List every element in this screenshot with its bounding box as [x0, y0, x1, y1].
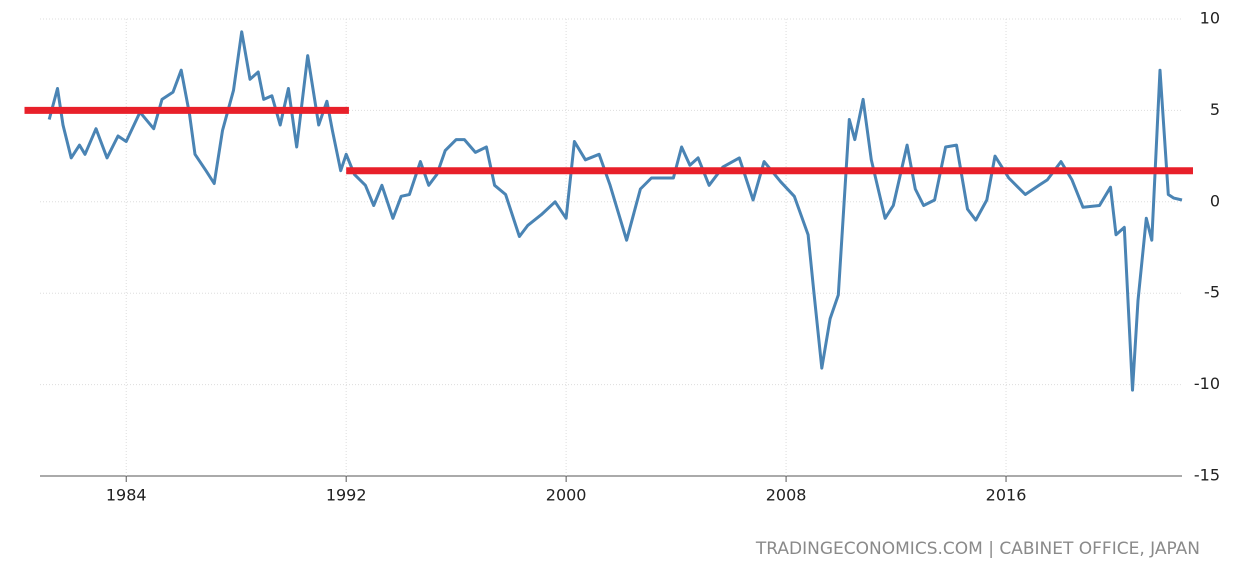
x-tick-label: 1984 — [106, 486, 147, 505]
y-tick-label: 0 — [1210, 191, 1220, 210]
y-tick-label: 5 — [1210, 100, 1220, 119]
x-tick-label: 2000 — [546, 486, 587, 505]
data-line — [47, 30, 1183, 392]
y-tick-label: 10 — [1200, 9, 1220, 28]
y-tick-label: -5 — [1204, 283, 1220, 302]
y-tick-label: -10 — [1194, 374, 1220, 393]
x-tick-label: 1992 — [326, 486, 367, 505]
source: TRADINGECONOMICS.COM | CABINET OFFICE, J… — [755, 539, 1200, 559]
x-tick-label: 2016 — [986, 486, 1027, 505]
y-tick-label: -15 — [1194, 466, 1220, 485]
x-tick-label: 2008 — [766, 486, 807, 505]
